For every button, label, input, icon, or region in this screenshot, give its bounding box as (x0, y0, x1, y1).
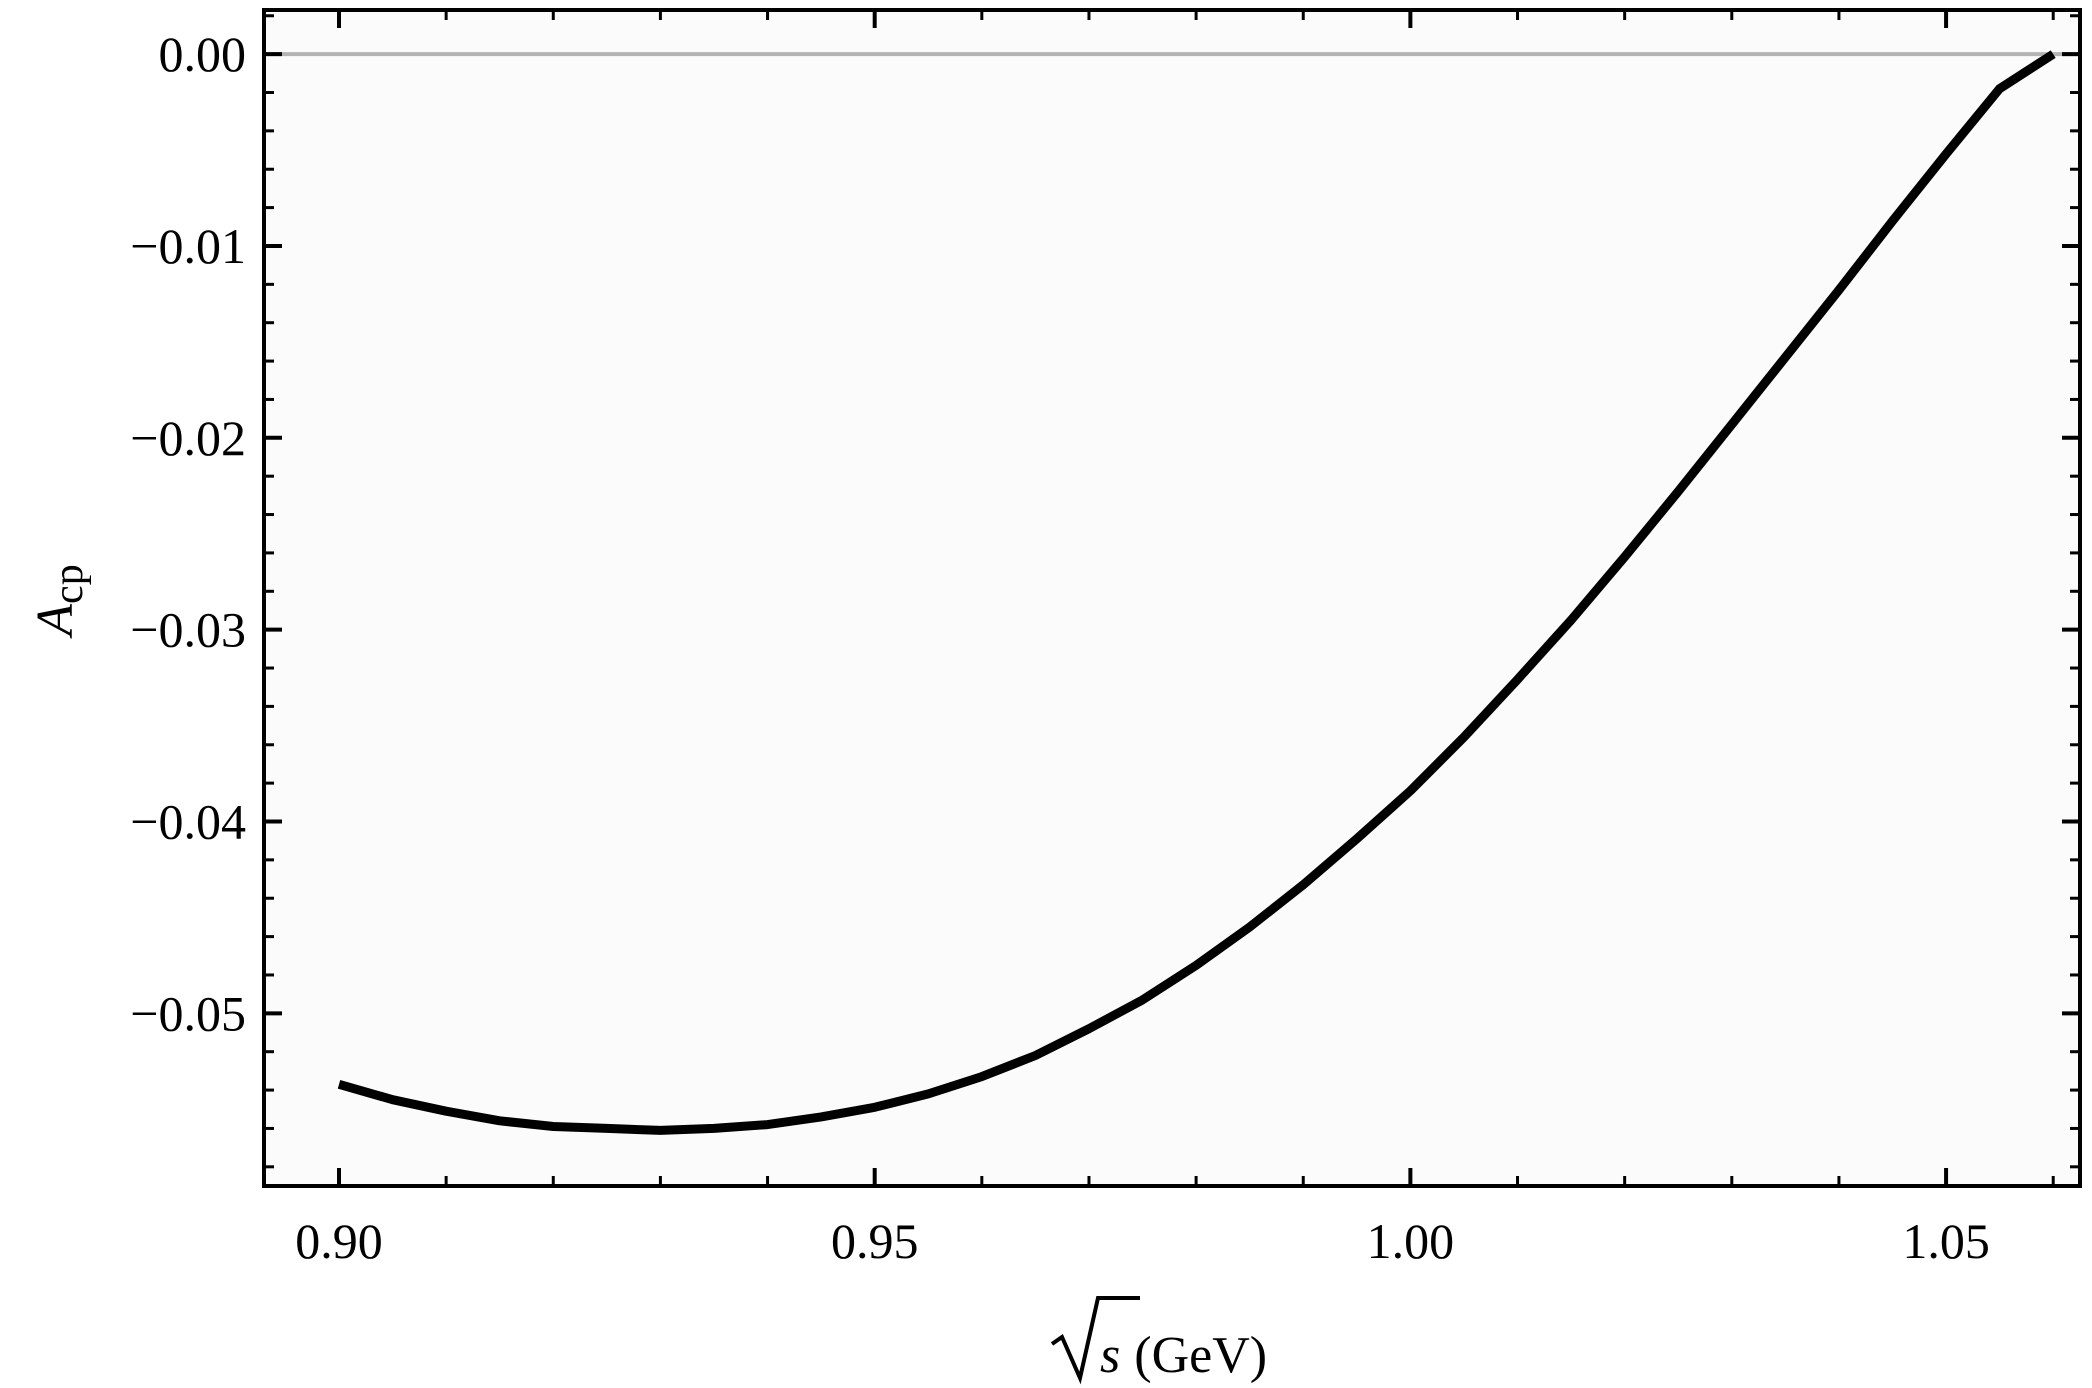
y-tick-label: −0.02 (130, 410, 246, 466)
x-tick-label: 0.95 (831, 1213, 919, 1269)
plot-frame (262, 8, 2082, 1188)
svg-text:Acp: Acp (27, 564, 92, 638)
y-tick-labels: 0.00 −0.01 −0.02 −0.03 −0.04 −0.05 (130, 26, 246, 1041)
y-axis-title: Acp (27, 564, 92, 638)
y-axis-subscript: cp (46, 564, 92, 604)
plot-background (264, 10, 2080, 1186)
x-tick-label: 1.00 (1367, 1213, 1455, 1269)
x-axis-title: s (GeV) (1050, 1296, 1267, 1385)
y-tick-label: 0.00 (159, 26, 247, 82)
series-line-0 (337, 50, 2056, 1135)
y-axis-main: A (27, 604, 84, 639)
y-tick-label: −0.04 (130, 793, 246, 849)
x-axis-symbol: s (1100, 1327, 1120, 1384)
svg-text:s(GeV): s (GeV) (1100, 1327, 1267, 1384)
y-tick-label: −0.01 (130, 218, 246, 274)
y-tick-label: −0.03 (130, 602, 246, 658)
tick-marks (264, 10, 2080, 1186)
series-layer (337, 50, 2056, 1135)
sqrt-radical-icon (1050, 1296, 1140, 1385)
y-tick-label: −0.05 (130, 985, 246, 1041)
x-tick-label: 1.05 (1902, 1213, 1990, 1269)
x-tick-label: 0.90 (295, 1213, 383, 1269)
x-axis-unit: (GeV) (1134, 1327, 1267, 1384)
x-tick-labels: 0.90 0.95 1.00 1.05 (295, 1213, 1990, 1269)
